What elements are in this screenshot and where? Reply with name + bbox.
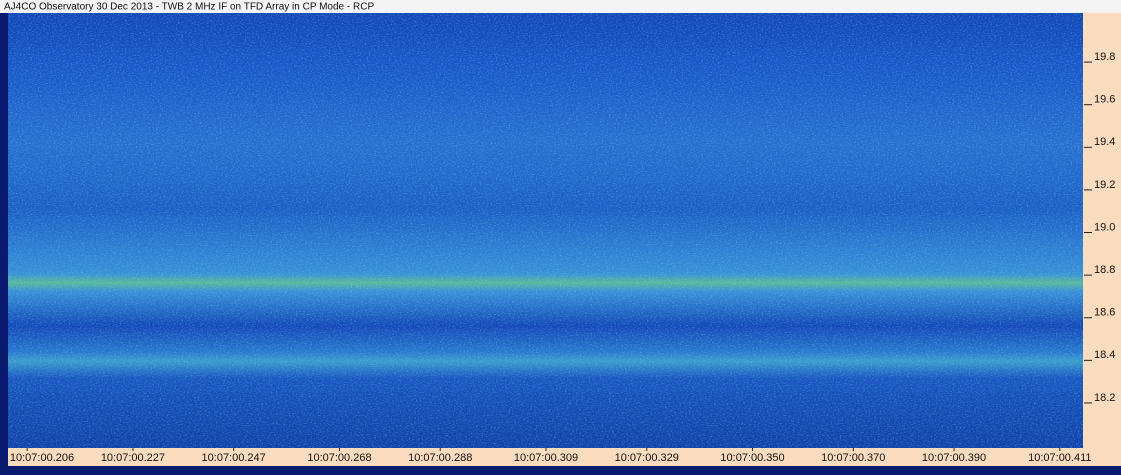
- x-tick-label: 10:07:00.411: [1028, 452, 1091, 464]
- y-tick-label: 18.4: [1094, 349, 1115, 361]
- y-tick-label: 19.4: [1094, 136, 1115, 148]
- x-tick-label: 10:07:00.329: [615, 452, 679, 464]
- y-tick-label: 18.6: [1094, 307, 1115, 319]
- title-bar: [0, 0, 1121, 13]
- x-axis-panel: [8, 448, 1121, 466]
- x-tick-label: 10:07:00.309: [514, 452, 578, 464]
- y-tick-label: 19.0: [1094, 221, 1115, 233]
- x-tick-label: 10:07:00.268: [307, 452, 371, 464]
- x-tick-label: 10:07:00.390: [922, 452, 986, 464]
- y-axis-panel: [1083, 13, 1121, 448]
- chart-title: AJ4CO Observatory 30 Dec 2013 - TWB 2 MH…: [4, 2, 374, 13]
- spectrogram-texture: [8, 13, 1083, 448]
- x-tick-label: 10:07:00.350: [720, 452, 784, 464]
- y-tick-label: 19.2: [1094, 179, 1115, 191]
- x-tick-label: 10:07:00.227: [101, 452, 165, 464]
- y-tick-label: 18.2: [1094, 392, 1115, 404]
- x-tick-label: 10:07:00.206: [10, 452, 74, 464]
- y-tick-label: 18.8: [1094, 264, 1115, 276]
- x-tick-label: 10:07:00.247: [202, 452, 266, 464]
- y-tick-label: 19.8: [1094, 51, 1115, 63]
- x-tick-label: 10:07:00.288: [408, 452, 472, 464]
- y-tick-label: 19.6: [1094, 94, 1115, 106]
- x-tick-label: 10:07:00.370: [821, 452, 885, 464]
